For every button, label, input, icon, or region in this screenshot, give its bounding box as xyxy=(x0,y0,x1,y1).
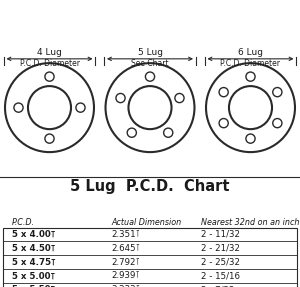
Text: 2 - 21/32: 2 - 21/32 xyxy=(201,244,240,253)
Ellipse shape xyxy=(206,63,295,152)
Ellipse shape xyxy=(106,63,194,152)
Text: 2.792⊺: 2.792⊺ xyxy=(111,257,140,267)
Ellipse shape xyxy=(76,103,85,112)
Ellipse shape xyxy=(28,86,71,129)
Ellipse shape xyxy=(246,134,255,143)
Text: 6 Lug: 6 Lug xyxy=(238,49,263,57)
Ellipse shape xyxy=(128,86,172,129)
Text: 2 - 15/16: 2 - 15/16 xyxy=(201,271,240,280)
Text: Actual Dimension: Actual Dimension xyxy=(111,218,181,227)
Text: 5 x 4.00⊺: 5 x 4.00⊺ xyxy=(12,230,56,239)
Text: 5 x 5.50⊺: 5 x 5.50⊺ xyxy=(12,285,55,287)
Text: 2.645⊺: 2.645⊺ xyxy=(111,244,140,253)
Ellipse shape xyxy=(219,88,228,97)
Ellipse shape xyxy=(229,86,272,129)
Text: 3 - 7/32: 3 - 7/32 xyxy=(201,285,235,287)
Ellipse shape xyxy=(127,128,136,137)
Text: 2 - 11/32: 2 - 11/32 xyxy=(201,230,240,239)
Text: 2.939⊺: 2.939⊺ xyxy=(111,271,140,280)
Ellipse shape xyxy=(164,128,173,137)
Ellipse shape xyxy=(116,94,125,103)
Ellipse shape xyxy=(175,94,184,103)
Text: 2 - 25/32: 2 - 25/32 xyxy=(201,257,240,267)
Ellipse shape xyxy=(45,134,54,143)
Ellipse shape xyxy=(45,72,54,81)
Ellipse shape xyxy=(273,119,282,128)
Ellipse shape xyxy=(14,103,23,112)
Text: 4 Lug: 4 Lug xyxy=(37,49,62,57)
Text: P.C.D. Diameter: P.C.D. Diameter xyxy=(20,59,80,68)
Ellipse shape xyxy=(246,72,255,81)
Ellipse shape xyxy=(146,72,154,81)
Text: 5 x 5.00⊺: 5 x 5.00⊺ xyxy=(12,271,55,280)
Text: P.C.D. Diameter: P.C.D. Diameter xyxy=(220,59,280,68)
Text: 5 Lug: 5 Lug xyxy=(137,49,163,57)
Text: P.C.D.: P.C.D. xyxy=(12,218,35,227)
Ellipse shape xyxy=(5,63,94,152)
Text: 5 x 4.75⊺: 5 x 4.75⊺ xyxy=(12,257,56,267)
Text: 5 x 4.50⊺: 5 x 4.50⊺ xyxy=(12,244,56,253)
Text: See Chart: See Chart xyxy=(131,59,169,68)
Text: 2.351⊺: 2.351⊺ xyxy=(111,230,140,239)
Ellipse shape xyxy=(219,119,228,128)
Text: Nearest 32nd on an inch: Nearest 32nd on an inch xyxy=(201,218,299,227)
Bar xyxy=(3,228,297,287)
Text: 5 Lug  P.C.D.  Chart: 5 Lug P.C.D. Chart xyxy=(70,179,230,194)
Text: 3.233⊺: 3.233⊺ xyxy=(111,285,140,287)
Ellipse shape xyxy=(273,88,282,97)
